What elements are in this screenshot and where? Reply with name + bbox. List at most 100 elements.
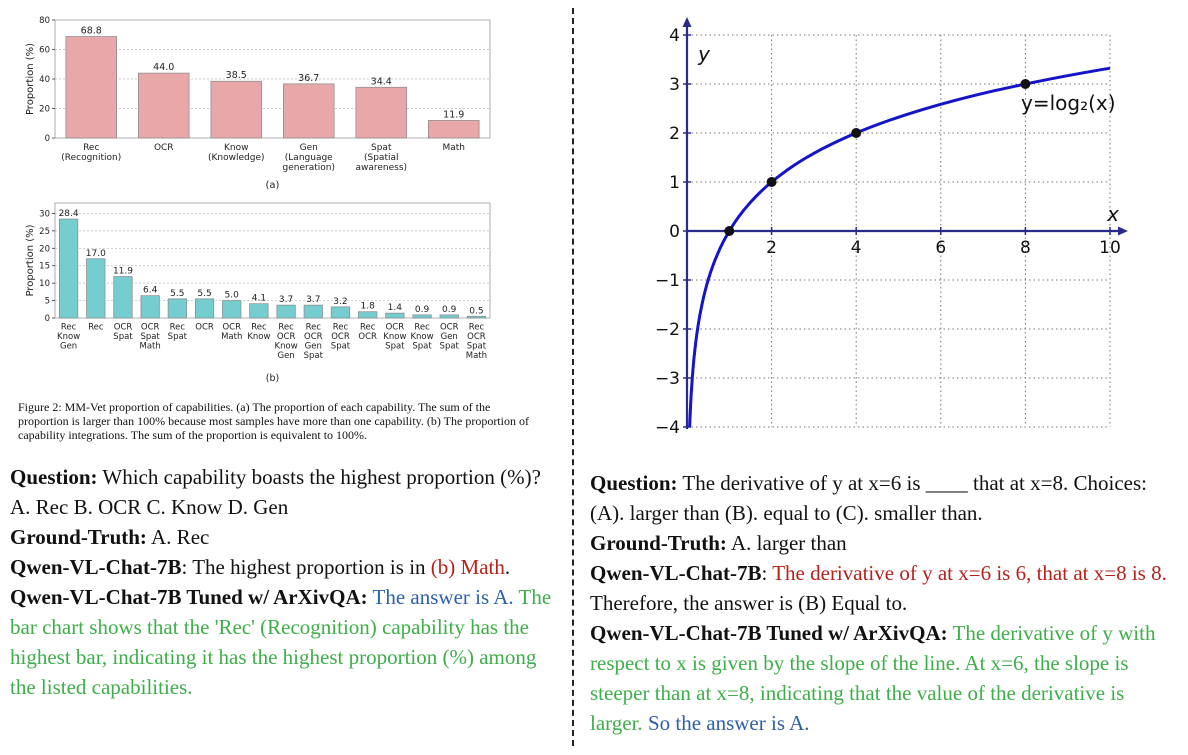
base-model-line: Qwen-VL-Chat-7B: The derivative of y at … bbox=[590, 558, 1180, 618]
subfigure-label: (b) bbox=[266, 373, 279, 384]
bar-value-label: 34.4 bbox=[371, 76, 392, 87]
x-category-label: Know bbox=[224, 143, 248, 153]
x-tick-label: 6 bbox=[935, 238, 946, 258]
bar bbox=[385, 312, 405, 319]
x-category-label: Spat bbox=[304, 351, 324, 361]
ground-truth-line: Ground-Truth: A. larger than bbox=[590, 528, 1180, 558]
x-category-label: Spat bbox=[385, 342, 405, 352]
y-axis-label: Proportion (%) bbox=[25, 224, 36, 296]
bar bbox=[428, 120, 480, 139]
x-category-label: Gen bbox=[60, 342, 77, 352]
function-label: y=log₂(x) bbox=[1021, 91, 1116, 115]
bar bbox=[58, 218, 79, 319]
x-category-label: Math bbox=[221, 332, 242, 342]
y-tick-label: 10 bbox=[39, 279, 50, 289]
question-text: The derivative of y at x=6 is ____ that … bbox=[590, 471, 1147, 525]
bar-value-label: 5.5 bbox=[197, 289, 211, 299]
y-tick-label: 20 bbox=[39, 244, 50, 254]
bar-value-label: 3.7 bbox=[306, 295, 320, 305]
x-category-label: Math bbox=[140, 342, 161, 352]
x-category-label: Rec bbox=[469, 323, 485, 333]
x-category-label: Rec bbox=[333, 323, 349, 333]
y-tick-label: 0 bbox=[669, 222, 680, 242]
bar bbox=[167, 298, 187, 319]
bar-value-label: 11.9 bbox=[113, 267, 133, 277]
x-category-label: Math bbox=[466, 351, 487, 361]
y-tick-label: 1 bbox=[669, 173, 680, 193]
x-category-label: generation) bbox=[283, 163, 335, 173]
x-category-label: OCR bbox=[195, 323, 214, 333]
x-category-label: Know bbox=[57, 332, 80, 342]
base-model-label: Qwen-VL-Chat-7B bbox=[10, 555, 182, 579]
bar-value-label: 5.5 bbox=[170, 289, 184, 299]
x-category-label: OCR bbox=[277, 332, 296, 342]
x-category-label: Spat bbox=[331, 342, 351, 352]
bar-value-label: 0.5 bbox=[469, 306, 483, 316]
bar bbox=[439, 314, 459, 319]
x-category-label: Rec bbox=[61, 323, 77, 333]
x-category-label: OCR bbox=[222, 323, 241, 333]
y-tick-label: 30 bbox=[39, 209, 50, 219]
x-category-label: Rec bbox=[170, 323, 186, 333]
bar-value-label: 1.8 bbox=[360, 302, 375, 312]
question-line: Question: The derivative of y at x=6 is … bbox=[590, 468, 1180, 528]
x-category-label: OCR bbox=[358, 332, 377, 342]
y-tick-label: 5 bbox=[45, 297, 50, 307]
tuned-model-line: Qwen-VL-Chat-7B Tuned w/ ArXivQA: The an… bbox=[10, 582, 565, 702]
bar-value-label: 3.7 bbox=[279, 295, 293, 305]
bar-value-label: 0.9 bbox=[442, 305, 457, 315]
x-category-label: (Language bbox=[285, 153, 333, 163]
x-category-label: OCR bbox=[467, 332, 486, 342]
x-category-label: Gen bbox=[441, 332, 458, 342]
data-point bbox=[1020, 79, 1031, 89]
x-category-label: Rec bbox=[88, 323, 104, 333]
bar bbox=[466, 315, 487, 319]
bar bbox=[113, 276, 133, 319]
y-tick-label: 3 bbox=[669, 75, 680, 95]
ground-truth-line: Ground-Truth: A. Rec bbox=[10, 522, 565, 552]
column-divider bbox=[572, 8, 574, 746]
bar bbox=[210, 80, 262, 139]
ground-truth-label: Ground-Truth: bbox=[10, 525, 147, 549]
left-qa-block: Question: Which capability boasts the hi… bbox=[10, 462, 565, 702]
y-tick-label: 2 bbox=[669, 124, 680, 144]
y-tick-label: 0 bbox=[45, 134, 50, 144]
bar bbox=[283, 83, 335, 139]
question-label: Question: bbox=[10, 465, 98, 489]
y-axis-label: y bbox=[697, 42, 711, 66]
x-category-label: Rec bbox=[360, 323, 376, 333]
bar-value-label: 28.4 bbox=[59, 209, 79, 219]
subfigure-label: (a) bbox=[266, 180, 280, 191]
x-axis-arrow bbox=[1118, 226, 1128, 236]
chart-capability-proportion: 0 20 40 60 80 Proportion (%) 68.8 Rec(Recogniti… bbox=[25, 16, 491, 191]
x-category-label: Rec bbox=[83, 143, 99, 153]
bar-value-label: 36.7 bbox=[298, 73, 319, 84]
bar bbox=[355, 86, 407, 139]
y-tick-label: 80 bbox=[39, 16, 50, 26]
base-model-label: Qwen-VL-Chat-7B bbox=[590, 561, 762, 585]
x-category-label: Rec bbox=[414, 323, 430, 333]
bar bbox=[194, 298, 215, 319]
bar bbox=[222, 300, 242, 319]
data-point bbox=[766, 177, 777, 187]
y-tick-label: 40 bbox=[39, 75, 50, 85]
tuned-model-label: Qwen-VL-Chat-7B Tuned w/ ArXivQA: bbox=[590, 621, 948, 645]
bar bbox=[276, 304, 296, 319]
x-category-label: Math bbox=[442, 143, 465, 153]
bar bbox=[412, 314, 432, 319]
bar-value-label: 17.0 bbox=[86, 249, 106, 259]
x-category-label: Gen bbox=[277, 351, 294, 361]
bar-value-label: 11.9 bbox=[443, 109, 464, 120]
base-model-period: . bbox=[504, 555, 511, 579]
question-label: Question: bbox=[590, 471, 678, 495]
bar-value-label: 44.0 bbox=[153, 62, 174, 73]
bar-value-label: 3.2 bbox=[333, 297, 347, 307]
data-point bbox=[724, 226, 735, 236]
bar-value-label: 6.4 bbox=[143, 286, 158, 296]
tuned-model-label: Qwen-VL-Chat-7B Tuned w/ ArXivQA: bbox=[10, 585, 368, 609]
y-tick-label: −1 bbox=[655, 271, 680, 291]
x-category-label: OCR bbox=[386, 323, 405, 333]
